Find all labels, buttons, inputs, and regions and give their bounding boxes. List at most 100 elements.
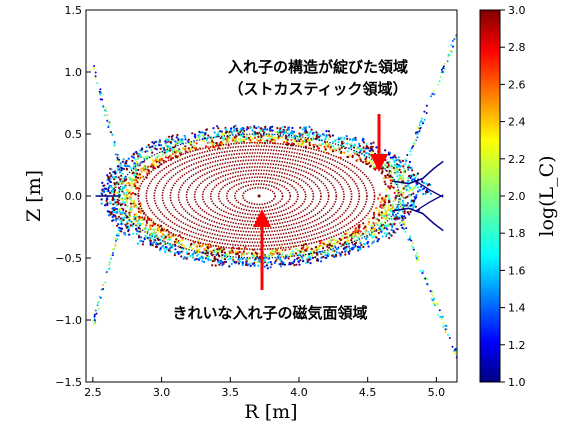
edge-point: [116, 224, 119, 227]
edge-point: [184, 145, 187, 148]
edge-point: [392, 155, 395, 158]
edge-point: [130, 209, 133, 212]
edge-point: [124, 161, 127, 164]
outer-point: [420, 120, 423, 123]
colorbar-tick-label: 1.4: [508, 302, 526, 315]
outer-point: [449, 49, 452, 52]
edge-point: [365, 142, 368, 145]
open-field-lines: [95, 133, 444, 259]
edge-point: [365, 147, 368, 150]
edge-point: [136, 230, 139, 233]
edge-point: [221, 257, 224, 260]
edge-point: [401, 226, 404, 229]
edge-point: [241, 257, 244, 260]
edge-point: [317, 135, 320, 139]
edge-point: [390, 217, 393, 221]
edge-point: [249, 135, 252, 138]
outer-point: [436, 303, 439, 306]
edge-point: [141, 243, 144, 246]
edge-point: [146, 150, 149, 153]
edge-point: [259, 139, 262, 142]
closed-flux-surfaces: [137, 141, 376, 251]
edge-point: [146, 172, 149, 176]
edge-point: [329, 246, 333, 249]
edge-point: [331, 134, 334, 137]
edge-point: [151, 141, 154, 144]
edge-point: [175, 142, 178, 145]
edge-point: [297, 136, 300, 139]
y-tick-label: 1.5: [65, 4, 83, 17]
edge-point: [390, 181, 393, 184]
edge-point: [280, 249, 283, 252]
y-tick-label: 0.0: [65, 190, 83, 203]
edge-point: [233, 140, 236, 143]
edge-point: [280, 260, 283, 263]
outer-point: [448, 337, 451, 339]
edge-point: [162, 244, 165, 247]
edge-point: [329, 241, 332, 244]
edge-point: [158, 139, 161, 142]
edge-point: [306, 260, 309, 264]
edge-point: [242, 250, 245, 253]
edge-point: [276, 252, 279, 255]
edge-point: [412, 205, 415, 208]
edge-point: [305, 248, 308, 251]
edge-point: [223, 132, 226, 135]
edge-point: [386, 173, 389, 176]
edge-point: [389, 156, 392, 159]
edge-point: [340, 136, 343, 139]
edge-point: [125, 167, 128, 170]
edge-point: [112, 170, 115, 174]
edge-point: [164, 142, 167, 145]
outer-point: [437, 83, 440, 86]
outer-point: [441, 316, 444, 319]
edge-point: [223, 137, 226, 140]
edge-point: [308, 125, 311, 128]
edge-point: [146, 236, 149, 240]
edge-point: [193, 144, 196, 147]
outer-point: [447, 333, 449, 336]
edge-point: [193, 133, 197, 136]
edge-point: [397, 207, 400, 210]
edge-point: [289, 132, 292, 135]
outer-point: [120, 223, 123, 226]
edge-point: [388, 153, 391, 156]
colorbar-tick-label: 1.8: [508, 227, 526, 240]
edge-point: [384, 205, 387, 208]
edge-point: [152, 222, 155, 225]
edge-point: [383, 163, 386, 166]
edge-point: [399, 191, 402, 194]
edge-point: [159, 144, 163, 147]
edge-point: [414, 205, 417, 208]
edge-point: [135, 227, 138, 230]
edge-point: [173, 252, 177, 255]
x-tick-label: 2.5: [84, 386, 102, 399]
outer-point: [418, 130, 421, 133]
edge-point: [315, 249, 318, 252]
edge-point: [135, 186, 138, 189]
y-axis-ticks: 1.5 1.0 0.5 0.0 −0.5 −1.0 −1.5: [55, 4, 91, 389]
edge-point: [322, 242, 326, 245]
edge-point: [250, 261, 253, 264]
edge-point: [372, 221, 375, 225]
edge-point: [369, 159, 372, 162]
colorbar-tick-label: 2.6: [508, 78, 526, 91]
outer-point: [108, 261, 111, 264]
edge-point: [111, 215, 114, 218]
edge-point: [300, 255, 303, 258]
edge-point: [106, 203, 109, 207]
edge-point: [378, 210, 381, 213]
edge-point: [128, 233, 131, 236]
edge-point: [331, 254, 334, 257]
edge-point: [163, 241, 166, 245]
edge-point: [207, 257, 210, 260]
edge-point: [389, 179, 392, 182]
edge-point: [127, 157, 130, 160]
edge-point: [232, 129, 236, 132]
edge-point: [124, 185, 127, 188]
edge-point: [167, 156, 170, 159]
edge-point: [346, 150, 350, 153]
edge-point: [301, 142, 304, 145]
edge-point: [141, 147, 144, 150]
edge-point: [227, 258, 230, 261]
